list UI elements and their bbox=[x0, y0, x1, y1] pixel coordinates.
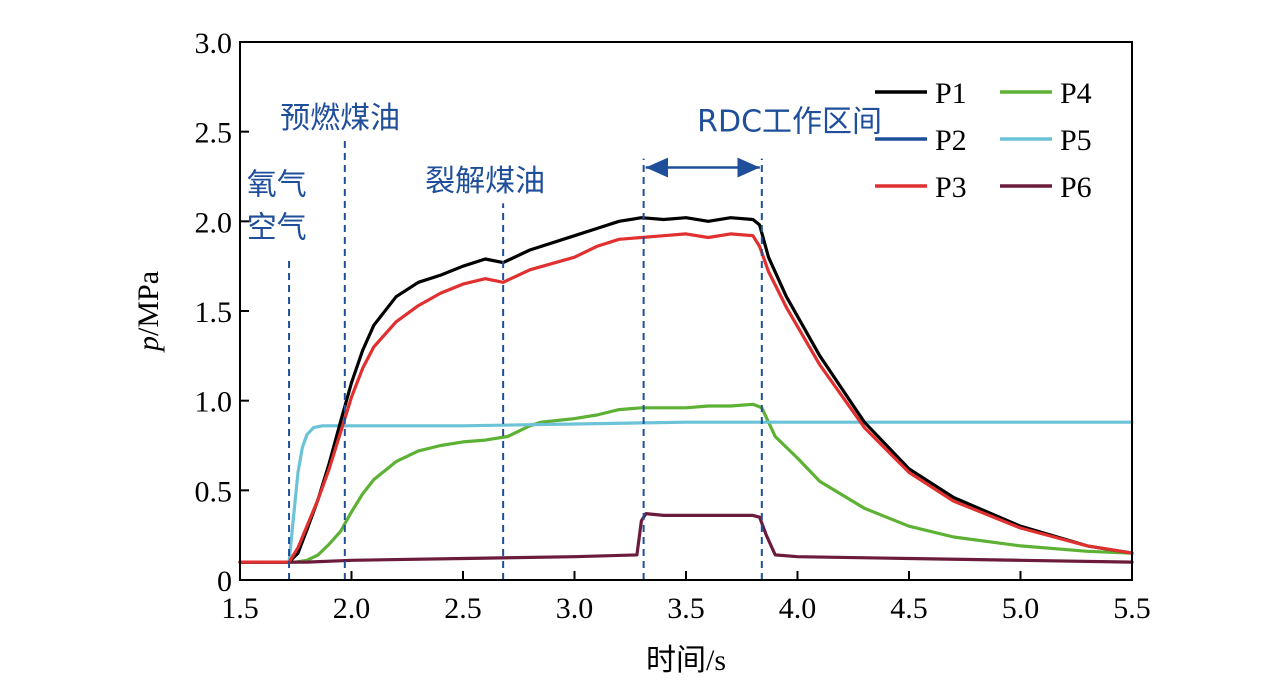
legend: P1 P2 P3 P4 P5 P6 bbox=[875, 77, 1092, 204]
x-tick-label: 3.0 bbox=[556, 592, 594, 625]
event-markers bbox=[288, 140, 763, 580]
x-tick-label: 2.5 bbox=[444, 592, 482, 625]
legend-label: P5 bbox=[1060, 124, 1092, 157]
legend-label: P6 bbox=[1060, 171, 1092, 204]
series-line-p5 bbox=[238, 420, 1134, 564]
legend-label: P4 bbox=[1060, 77, 1092, 110]
y-tick-label: 2.0 bbox=[195, 206, 233, 239]
y-tick-label: 1.5 bbox=[195, 296, 233, 329]
series-line-p1 bbox=[238, 216, 1134, 564]
series-line-p4 bbox=[238, 402, 1134, 564]
annotation-label: RDC工作区间 bbox=[697, 105, 882, 140]
series-layer bbox=[238, 216, 1134, 564]
x-tick-label: 4.0 bbox=[779, 592, 817, 625]
x-tick-label: 4.5 bbox=[890, 592, 928, 625]
annotation-label: 预燃煤油 bbox=[280, 101, 400, 136]
annotation-label: 氧气 bbox=[247, 167, 307, 202]
x-tick-label: 5.0 bbox=[1002, 592, 1040, 625]
y-axis-label: p/MPa bbox=[132, 271, 165, 353]
legend-label: P2 bbox=[935, 124, 967, 157]
series-line-p6 bbox=[238, 511, 1134, 564]
annotation-label: 空气 bbox=[247, 210, 307, 245]
series-line-p3 bbox=[238, 232, 1134, 564]
x-axis-label: 时间/s bbox=[646, 644, 726, 677]
legend-label: P1 bbox=[935, 77, 967, 110]
y-axis-label-italic: p bbox=[132, 336, 165, 353]
legend-label: P3 bbox=[935, 171, 967, 204]
y-tick-label: 3.0 bbox=[195, 27, 233, 60]
y-tick-label: 1.0 bbox=[195, 386, 233, 419]
x-tick-label: 5.5 bbox=[1113, 592, 1151, 625]
x-tick-label: 1.5 bbox=[221, 592, 259, 625]
y-axis-label-unit: /MPa bbox=[132, 271, 165, 336]
y-tick-label: 0 bbox=[217, 565, 232, 598]
y-tick-label: 2.5 bbox=[195, 117, 233, 150]
x-tick-label: 2.0 bbox=[333, 592, 371, 625]
x-tick-label: 3.5 bbox=[667, 592, 705, 625]
y-tick-label: 0.5 bbox=[195, 475, 233, 508]
annotation-label: 裂解煤油 bbox=[425, 164, 545, 199]
axis-ticks: 1.5 2.0 2.5 3.0 3.5 4.0 4.5 5.0 5.5 0 0.5 1.0 1.5 2.0… bbox=[195, 27, 1151, 625]
